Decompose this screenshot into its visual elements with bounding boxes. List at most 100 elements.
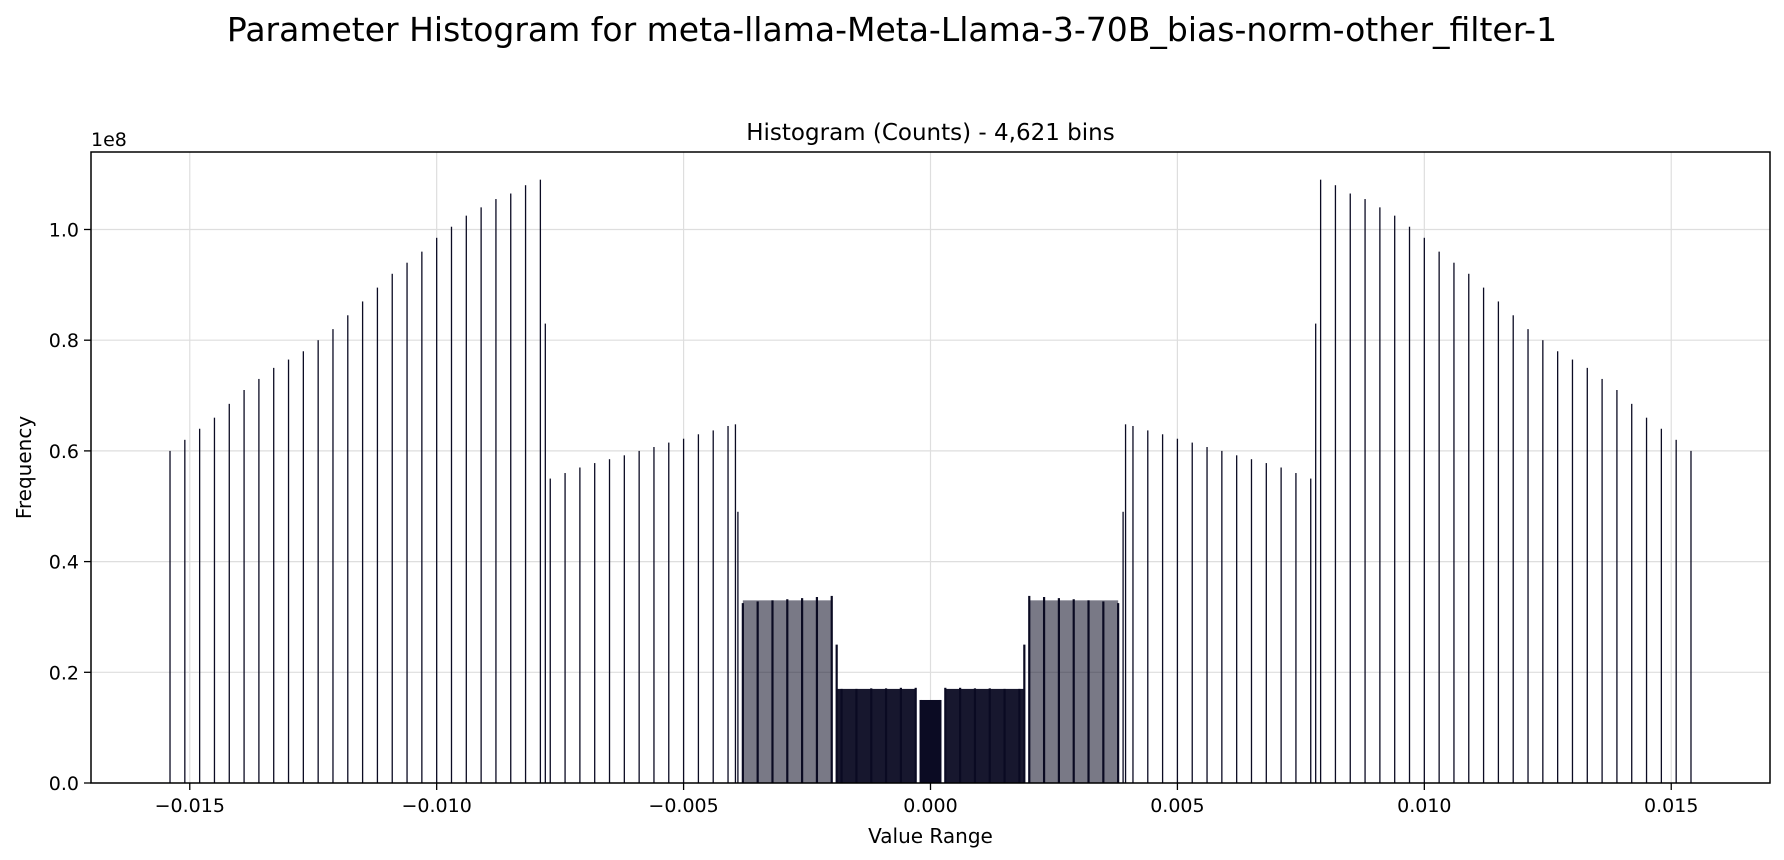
histogram-bar	[273, 367, 275, 783]
y-axis-ticks: 0.0 0.2 0.4 0.6 0.8 1.0	[49, 219, 91, 795]
histogram-bar	[1423, 237, 1425, 784]
histogram-bar	[742, 600, 832, 783]
histogram-bar	[406, 262, 408, 783]
histogram-bar	[638, 450, 640, 783]
histogram-bar	[1029, 600, 1119, 783]
histogram-bar	[1497, 301, 1500, 783]
histogram-bar	[1124, 424, 1127, 783]
histogram-bar	[480, 207, 482, 783]
x-tick-label: −0.005	[648, 795, 718, 817]
histogram-bar	[549, 478, 551, 783]
histogram-bar	[1161, 434, 1164, 783]
histogram-bar	[1117, 603, 1120, 783]
y-offset-label: 1e8	[91, 129, 127, 151]
histogram-bar	[668, 442, 670, 783]
histogram-bar	[243, 390, 245, 783]
plot-title: Histogram (Counts) - 4,621 bins	[746, 120, 1114, 146]
histogram-bar	[302, 351, 304, 783]
histogram-bar	[1542, 340, 1544, 783]
histogram-bar	[198, 428, 201, 783]
histogram-bar	[184, 439, 186, 783]
histogram-bar	[287, 359, 290, 783]
histogram-bar	[697, 434, 700, 783]
histogram-bar	[361, 301, 364, 783]
histogram-bar	[594, 463, 596, 783]
histogram-bar	[1379, 207, 1381, 783]
histogram-bar	[608, 459, 611, 783]
histogram-bar	[1571, 359, 1574, 783]
histogram-bar	[1408, 226, 1411, 783]
histogram-bar	[1586, 367, 1588, 783]
figure-suptitle: Parameter Histogram for meta-llama-Meta-…	[226, 10, 1558, 49]
histogram-bar	[169, 450, 171, 783]
histogram-bar	[1132, 425, 1134, 783]
histogram-bar	[653, 447, 655, 783]
histogram-bar	[213, 417, 216, 783]
histogram-bar	[436, 237, 438, 784]
histogram-bar	[524, 185, 527, 784]
histogram-bar	[1616, 390, 1618, 783]
histogram-bar	[1315, 323, 1317, 783]
histogram-bar	[450, 226, 453, 783]
y-tick-label: 0.8	[49, 330, 79, 352]
histogram-bar	[734, 424, 737, 783]
x-tick-label: 0.000	[903, 795, 957, 817]
histogram-bar	[1438, 251, 1440, 783]
x-tick-label: 0.010	[1397, 795, 1451, 817]
x-tick-label: 0.015	[1644, 795, 1698, 817]
histogram-bar	[1660, 428, 1663, 783]
histogram-bar	[539, 179, 542, 784]
histogram-bar	[317, 340, 319, 783]
histogram-bar	[1250, 459, 1253, 783]
histogram-bar	[737, 511, 739, 783]
histogram-bar	[1280, 467, 1282, 783]
histogram-bar	[1645, 417, 1648, 783]
histogram-bar	[945, 688, 1025, 783]
histogram-bar	[228, 403, 230, 783]
histogram-bar	[579, 467, 581, 783]
histogram-bar	[1468, 273, 1470, 783]
histogram-bar	[421, 251, 423, 783]
histogram-bar	[391, 273, 393, 783]
x-tick-label: 0.005	[1150, 795, 1204, 817]
histogram-bar	[1191, 442, 1193, 783]
histogram-bar	[920, 699, 941, 783]
histogram-bar	[727, 425, 729, 783]
histogram-bar	[1176, 438, 1179, 783]
histogram-bar	[1319, 179, 1322, 784]
histogram-bar	[1295, 473, 1297, 783]
histogram-bar	[1394, 215, 1396, 783]
x-tick-label: −0.010	[402, 795, 472, 817]
histogram-bar	[510, 193, 512, 783]
histogram-bar	[1265, 463, 1267, 783]
y-tick-label: 0.6	[49, 441, 79, 463]
histogram-bar	[1206, 447, 1208, 783]
histogram-bar	[712, 430, 714, 783]
y-tick-label: 0.2	[49, 662, 79, 684]
histogram-bar	[347, 315, 349, 783]
histogram-bar	[1675, 439, 1677, 783]
y-tick-label: 1.0	[49, 219, 79, 241]
histogram-bar	[1310, 478, 1312, 783]
histogram-bar	[1221, 450, 1223, 783]
histogram-bar	[1147, 430, 1149, 783]
histogram-bar	[1557, 351, 1559, 783]
histogram-bar	[332, 329, 334, 783]
histogram-bar	[1690, 450, 1692, 783]
histogram-bar	[1364, 199, 1366, 784]
histogram-bar	[1349, 193, 1351, 783]
histogram-bar	[682, 438, 685, 783]
histogram-bar	[376, 287, 379, 783]
histogram-bar	[564, 473, 566, 783]
histogram-bar	[495, 199, 497, 784]
grid-lines	[91, 152, 1770, 784]
x-tick-label: −0.015	[155, 795, 225, 817]
histogram-bar	[1236, 455, 1238, 783]
y-tick-label: 0.0	[49, 773, 79, 795]
histogram-bar	[1122, 511, 1124, 783]
x-axis-label: Value Range	[868, 824, 993, 848]
histogram-bar	[830, 595, 833, 783]
histogram-bar	[623, 455, 625, 783]
